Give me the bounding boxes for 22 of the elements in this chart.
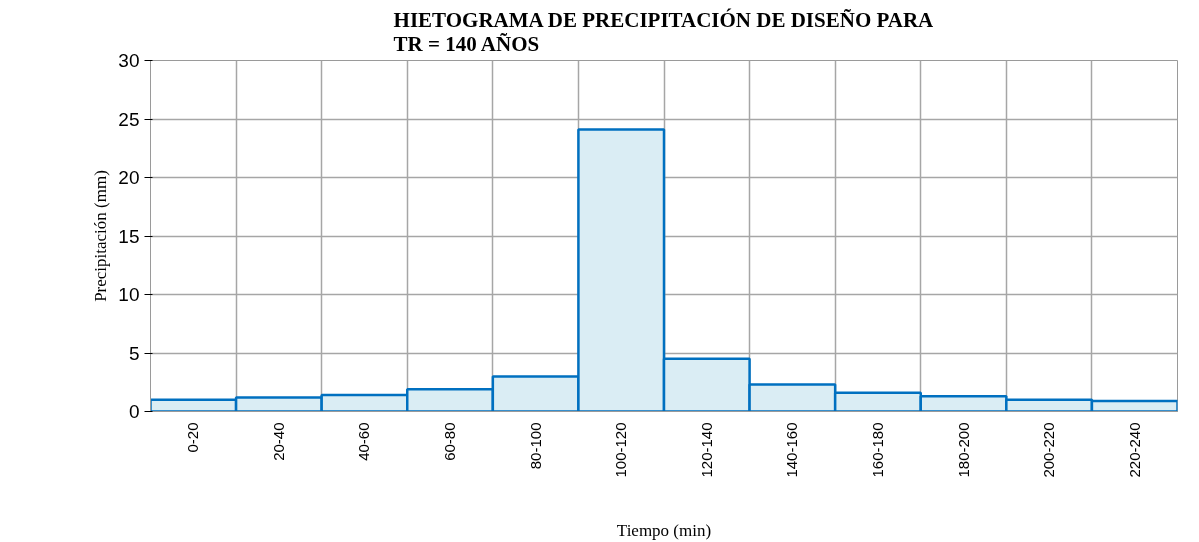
x-tick-label: 140-160 <box>783 422 801 478</box>
y-tick-label: 0 <box>128 401 140 422</box>
x-tick-label: 200-220 <box>1040 422 1058 478</box>
y-tick-label: 20 <box>118 167 140 188</box>
x-tick-label: 20-40 <box>269 422 287 461</box>
chart-title: HIETOGRAMA DE PRECIPITACIÓN DE DISEÑO PARA TR = 140 AÑOS <box>393 7 935 56</box>
x-tick-label: 0-20 <box>184 422 202 453</box>
y-tick-label: 15 <box>118 225 140 247</box>
x-tick-label: 100-120 <box>612 422 630 478</box>
x-tick-label: 60-80 <box>441 422 459 461</box>
x-tick-label: 220-240 <box>1125 422 1143 478</box>
y-axis-title: Precipitación (mm) <box>91 170 111 302</box>
x-axis-title: Tiempo (min) <box>616 520 712 540</box>
y-tick-label: 5 <box>128 342 140 364</box>
x-tick-label: 80-100 <box>526 422 544 470</box>
x-tick-label: 120-140 <box>697 422 715 478</box>
x-tick-label: 180-200 <box>954 422 972 478</box>
y-tick-label: 25 <box>118 108 140 130</box>
x-tick-label: 40-60 <box>355 422 373 461</box>
y-tick-label: 30 <box>118 50 140 71</box>
x-tick-label: 160-180 <box>868 422 886 478</box>
y-tick-label: 10 <box>118 284 140 305</box>
